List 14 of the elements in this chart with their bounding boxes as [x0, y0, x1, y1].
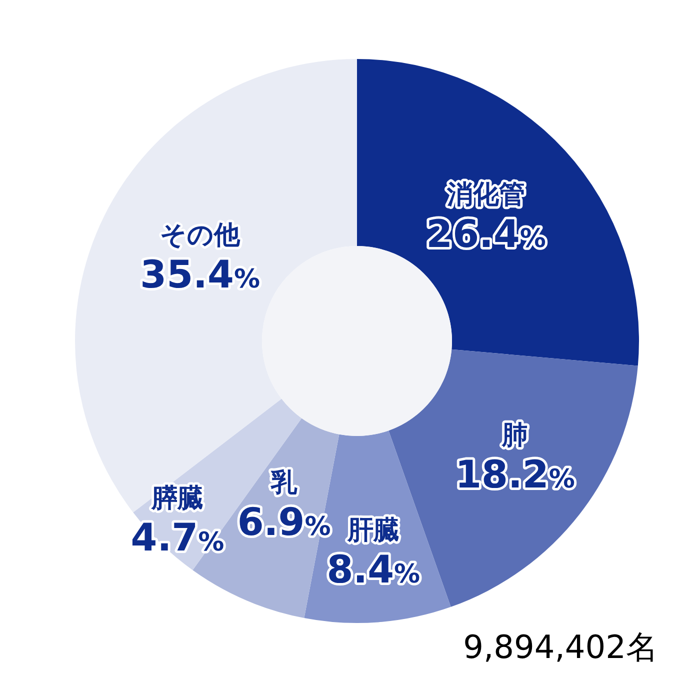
- slice-label: 乳: [270, 468, 298, 498]
- data-label: 6.9%: [237, 500, 331, 544]
- slice-label: その他: [160, 220, 242, 251]
- slice-label: 肝臓: [346, 515, 400, 546]
- data-label: 26.4%: [426, 212, 546, 256]
- data-label: 8.4%: [326, 547, 420, 592]
- donut-slice: [357, 59, 639, 366]
- data-label: 4.7%: [130, 515, 224, 560]
- slice-label: 膵臓: [150, 483, 204, 514]
- text: 9,894,402名: [463, 628, 658, 666]
- slice-label: 肺: [501, 420, 528, 451]
- slice-label: 消化管: [446, 180, 526, 210]
- data-label: 35.4%: [140, 252, 260, 297]
- data-label: 18.2%: [455, 452, 575, 497]
